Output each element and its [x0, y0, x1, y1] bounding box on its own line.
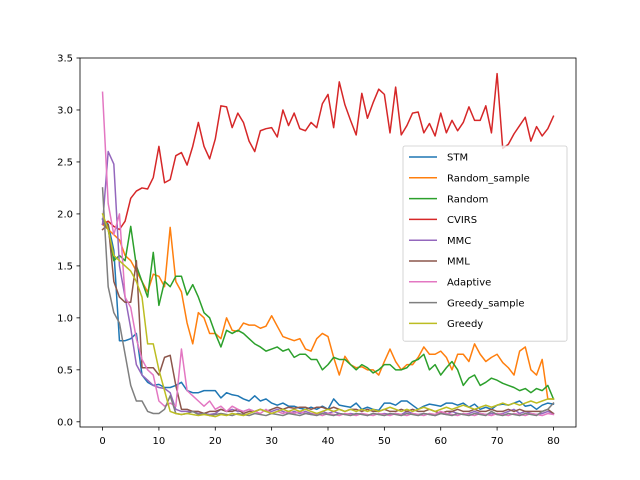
series-line-random — [101, 218, 555, 400]
legend-label: STM — [447, 153, 468, 164]
y-tick-label: 1.5 — [57, 261, 73, 272]
series-line-greedy — [101, 212, 555, 418]
legend-label: Greedy — [447, 319, 483, 330]
x-tick-label: 30 — [265, 436, 278, 447]
y-tick-label: 1.0 — [57, 313, 73, 324]
y-tick-label: 0.5 — [57, 365, 73, 376]
y-tick-label: 2.0 — [57, 209, 73, 220]
legend-label: Random — [447, 194, 488, 205]
x-tick-label: 70 — [491, 436, 504, 447]
series-line-cvirs — [101, 72, 555, 231]
x-tick-label: 10 — [153, 436, 166, 447]
legend-box — [402, 145, 568, 342]
x-tick-label: 40 — [322, 436, 335, 447]
y-tick-label: 2.5 — [57, 157, 73, 168]
legend-label: MMC — [447, 236, 471, 247]
legend-label: MML — [447, 257, 470, 268]
x-axis: 0 10 20 30 40 50 60 70 80 — [99, 427, 560, 447]
legend-label: Random_sample — [447, 174, 530, 185]
x-tick-label: 20 — [209, 436, 222, 447]
y-tick-label: 3.5 — [57, 54, 73, 65]
legend-label: Greedy_sample — [447, 298, 525, 309]
y-tick-label: 3.0 — [57, 105, 73, 116]
legend: STM Random_sample Random CVIRS MMC MML Adaptiv… — [402, 145, 568, 342]
y-axis: 0.0 0.5 1.0 1.5 2.0 2.5 3.0 3.5 — [57, 54, 80, 428]
x-tick-label: 50 — [378, 436, 391, 447]
y-tick-label: 0.0 — [57, 417, 73, 428]
x-tick-label: 60 — [434, 436, 447, 447]
plot-lines — [101, 72, 555, 418]
x-tick-label: 0 — [99, 436, 105, 447]
legend-label: Adaptive — [447, 278, 491, 289]
legend-label: CVIRS — [447, 215, 477, 226]
x-tick-label: 80 — [547, 436, 560, 447]
series-line-random-sample — [101, 223, 555, 400]
